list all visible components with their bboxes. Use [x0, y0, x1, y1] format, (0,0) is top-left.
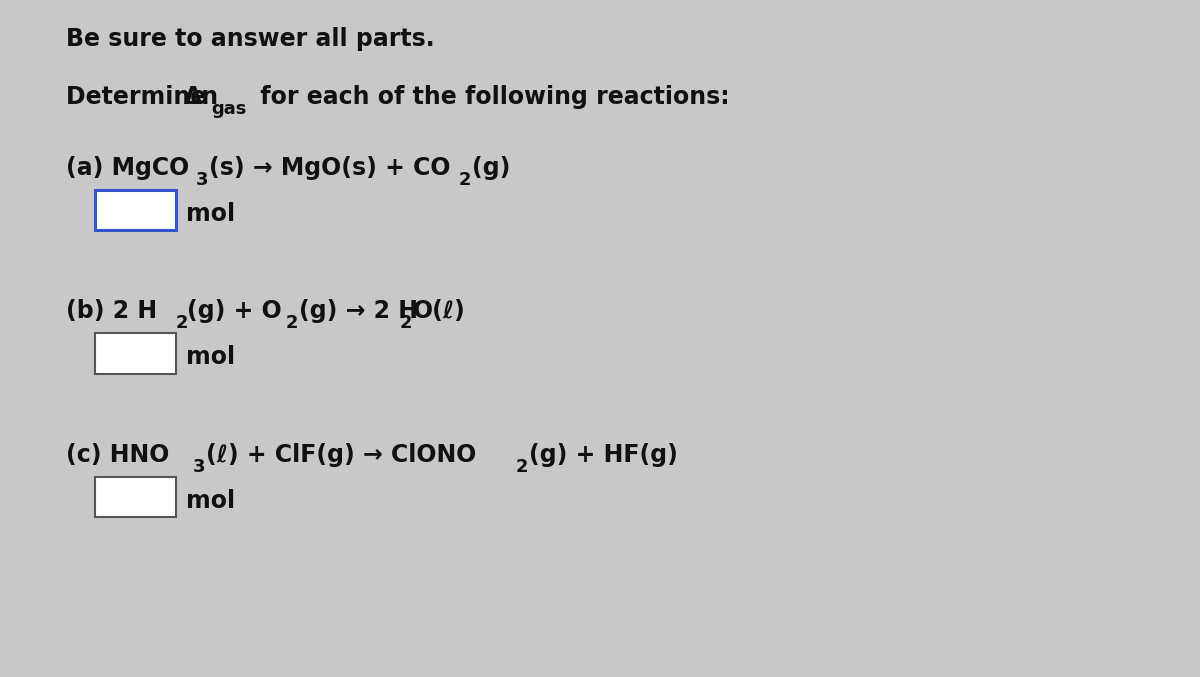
Text: Determine: Determine: [66, 85, 215, 108]
Text: (g) + O: (g) + O: [187, 299, 282, 323]
Text: (g) + HF(g): (g) + HF(g): [529, 443, 678, 466]
Text: (c) HNO: (c) HNO: [66, 443, 169, 466]
Text: Be sure to answer all parts.: Be sure to answer all parts.: [66, 27, 434, 51]
Text: gas: gas: [211, 100, 246, 118]
Text: O(ℓ): O(ℓ): [413, 299, 466, 323]
Text: (g) → 2 H: (g) → 2 H: [299, 299, 418, 323]
Text: mol: mol: [186, 202, 235, 225]
Text: mol: mol: [186, 345, 235, 369]
Text: (a) MgCO: (a) MgCO: [66, 156, 190, 179]
Text: 2: 2: [516, 458, 528, 476]
Text: 3: 3: [196, 171, 208, 189]
FancyBboxPatch shape: [95, 190, 176, 230]
Text: (b) 2 H: (b) 2 H: [66, 299, 157, 323]
Text: 3: 3: [193, 458, 205, 476]
Text: 2: 2: [400, 314, 412, 332]
Text: 2: 2: [175, 314, 187, 332]
Text: for each of the following reactions:: for each of the following reactions:: [252, 85, 730, 108]
Text: 2: 2: [286, 314, 298, 332]
Text: (g): (g): [472, 156, 510, 179]
Text: 2: 2: [458, 171, 470, 189]
FancyBboxPatch shape: [95, 477, 176, 517]
Text: (ℓ) + ClF(g) → ClONO: (ℓ) + ClF(g) → ClONO: [206, 443, 476, 466]
Text: mol: mol: [186, 489, 235, 512]
Text: (s) → MgO(s) + CO: (s) → MgO(s) + CO: [209, 156, 450, 179]
FancyBboxPatch shape: [95, 333, 176, 374]
Text: Δn: Δn: [184, 85, 218, 108]
